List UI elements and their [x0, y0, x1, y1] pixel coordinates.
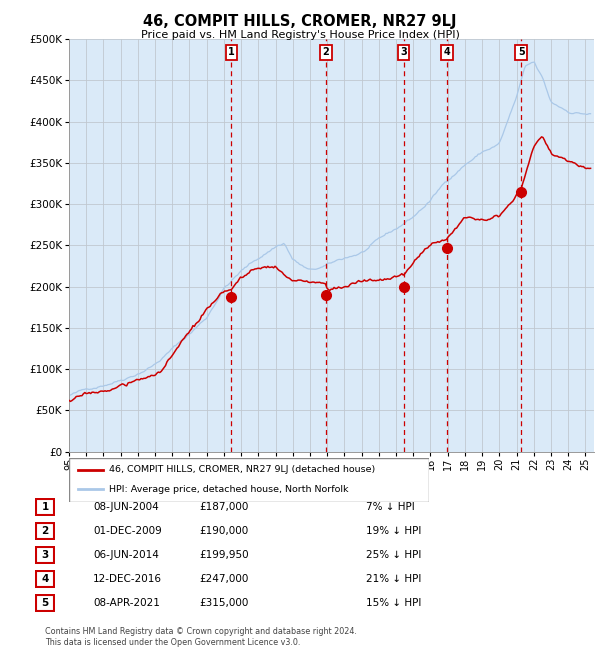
FancyBboxPatch shape: [37, 547, 53, 564]
FancyBboxPatch shape: [37, 499, 53, 515]
Text: 4: 4: [41, 574, 49, 584]
Text: 3: 3: [400, 47, 407, 57]
FancyBboxPatch shape: [69, 458, 429, 502]
Text: 15% ↓ HPI: 15% ↓ HPI: [366, 598, 421, 608]
Text: £187,000: £187,000: [200, 502, 249, 512]
FancyBboxPatch shape: [37, 571, 53, 588]
Text: 25% ↓ HPI: 25% ↓ HPI: [366, 550, 421, 560]
Text: £190,000: £190,000: [200, 526, 249, 536]
Text: 5: 5: [41, 598, 49, 608]
FancyBboxPatch shape: [37, 595, 53, 612]
Text: 46, COMPIT HILLS, CROMER, NR27 9LJ (detached house): 46, COMPIT HILLS, CROMER, NR27 9LJ (deta…: [109, 465, 375, 474]
Text: £199,950: £199,950: [199, 550, 249, 560]
Text: HPI: Average price, detached house, North Norfolk: HPI: Average price, detached house, Nort…: [109, 485, 348, 494]
Text: 2: 2: [41, 526, 49, 536]
Text: 1: 1: [41, 502, 49, 512]
Text: 7% ↓ HPI: 7% ↓ HPI: [366, 502, 415, 512]
Text: 01-DEC-2009: 01-DEC-2009: [93, 526, 162, 536]
Text: 5: 5: [518, 47, 524, 57]
Text: 4: 4: [443, 47, 450, 57]
Text: 46, COMPIT HILLS, CROMER, NR27 9LJ: 46, COMPIT HILLS, CROMER, NR27 9LJ: [143, 14, 457, 29]
Text: 12-DEC-2016: 12-DEC-2016: [93, 574, 162, 584]
Text: Price paid vs. HM Land Registry's House Price Index (HPI): Price paid vs. HM Land Registry's House …: [140, 30, 460, 40]
Text: 3: 3: [41, 550, 49, 560]
Text: 06-JUN-2014: 06-JUN-2014: [93, 550, 159, 560]
Text: £315,000: £315,000: [200, 598, 249, 608]
FancyBboxPatch shape: [37, 523, 53, 540]
Text: 21% ↓ HPI: 21% ↓ HPI: [366, 574, 421, 584]
Text: £247,000: £247,000: [200, 574, 249, 584]
Text: Contains HM Land Registry data © Crown copyright and database right 2024.
This d: Contains HM Land Registry data © Crown c…: [45, 627, 357, 647]
Text: 19% ↓ HPI: 19% ↓ HPI: [366, 526, 421, 536]
Text: 08-JUN-2004: 08-JUN-2004: [93, 502, 159, 512]
Text: 08-APR-2021: 08-APR-2021: [93, 598, 160, 608]
Text: 1: 1: [228, 47, 235, 57]
Text: 2: 2: [322, 47, 329, 57]
